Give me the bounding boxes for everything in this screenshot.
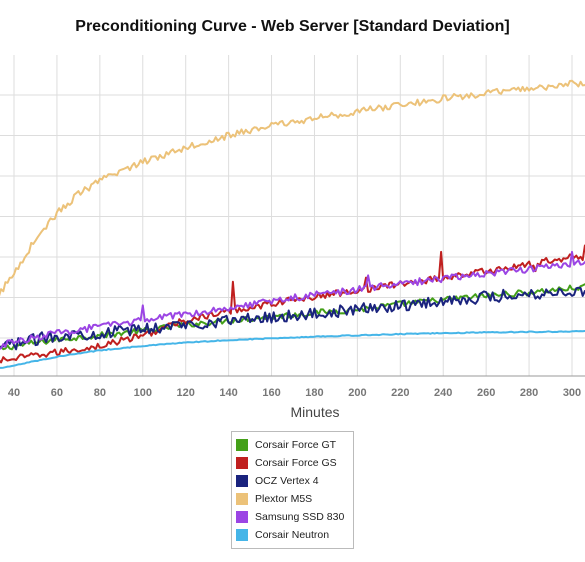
x-tick-label: 240 <box>434 387 452 399</box>
legend-swatch <box>236 439 248 451</box>
legend-label: Corsair Force GS <box>255 457 337 469</box>
legend-label: Corsair Neutron <box>255 529 330 541</box>
x-tick-label: 300 <box>563 387 581 399</box>
legend-swatch <box>236 457 248 469</box>
x-tick-label: 160 <box>262 387 280 399</box>
x-tick-labels: 40 60 80 100 120 140 160 180 200 220 240 260 280 300 <box>8 387 581 399</box>
x-tick-label: 220 <box>391 387 409 399</box>
legend-swatch <box>236 529 248 541</box>
series-line-plextor-m5s <box>0 79 585 297</box>
legend-item: Corsair Force GT <box>236 436 353 454</box>
series-line-corsair-force-gs <box>0 244 585 364</box>
legend-item: Samsung SSD 830 <box>236 508 353 526</box>
series-line-samsung-ssd-830 <box>0 250 585 350</box>
legend-item: Corsair Force GS <box>236 454 353 472</box>
legend-label: Corsair Force GT <box>255 439 337 451</box>
x-tick-label: 100 <box>134 387 152 399</box>
legend-label: Plextor M5S <box>255 493 313 505</box>
legend-item: Plextor M5S <box>236 490 353 508</box>
legend-label: Samsung SSD 830 <box>255 511 345 523</box>
legend-swatch <box>236 511 248 523</box>
x-tick-label: 180 <box>305 387 323 399</box>
x-tick-label: 140 <box>219 387 237 399</box>
series-line-corsair-neutron <box>0 329 585 369</box>
x-tick-label: 80 <box>94 387 106 399</box>
series-line-ocz-vertex-4 <box>0 286 585 351</box>
legend: Corsair Force GT Corsair Force GS OCZ Vert… <box>231 431 354 549</box>
x-axis-label: Minutes <box>290 404 340 420</box>
legend-item: OCZ Vertex 4 <box>236 472 353 490</box>
x-tick-label: 60 <box>51 387 63 399</box>
x-tick-label: 200 <box>348 387 366 399</box>
chart-title: Preconditioning Curve - Web Server [Stan… <box>75 18 510 35</box>
series-lines <box>0 79 585 369</box>
x-tick-label: 40 <box>8 387 20 399</box>
legend-swatch <box>236 493 248 505</box>
x-tick-label: 280 <box>520 387 538 399</box>
legend-swatch <box>236 475 248 487</box>
x-tick-label: 120 <box>177 387 195 399</box>
legend-label: OCZ Vertex 4 <box>255 475 319 487</box>
x-tick-label: 260 <box>477 387 495 399</box>
legend-item: Corsair Neutron <box>236 526 353 544</box>
